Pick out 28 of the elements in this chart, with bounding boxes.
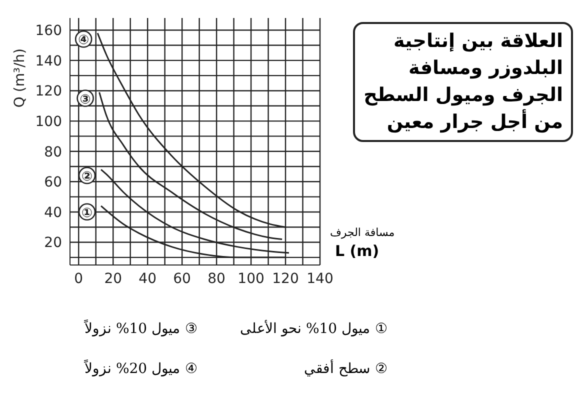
y-tick-label: 60: [44, 174, 62, 191]
text: العلاقة بين إنتاجية البلدوزر ومسافة الجرف وميول السطح من أجل جرار معين: [353, 22, 573, 142]
y-tick-label: 140: [35, 53, 62, 70]
x-tick-label: 80: [208, 270, 226, 287]
y-axis-title: Q (m³/h): [12, 48, 28, 108]
y-tick-label: 160: [35, 23, 62, 40]
text: ① ميول 10% نحو الأعلى: [239, 320, 388, 337]
x-axis-title: L (m): [335, 242, 380, 260]
x-tick-label: 60: [173, 270, 191, 287]
y-tick-label: 20: [44, 235, 62, 252]
x-tick-label: 40: [138, 270, 156, 287]
series-label: ④: [78, 33, 90, 48]
y-tick-label: 120: [35, 84, 62, 100]
text: ② سطح أفقي: [303, 360, 388, 377]
y-tick-label: 80: [44, 144, 62, 160]
x-tick-label: 100: [238, 270, 264, 287]
x-tick-label: 0: [74, 270, 84, 287]
y-tick-label: 40: [44, 204, 62, 221]
series-label: ③: [80, 92, 91, 108]
x-tick-label: 140: [306, 270, 334, 287]
text: مسافة الجرف: [330, 226, 395, 239]
text: ④ ميول 20% نزولاً: [83, 360, 198, 377]
series-label: ②: [82, 170, 93, 185]
series-label: ①: [82, 206, 93, 221]
text: ③ ميول 10% نزولاً: [83, 320, 198, 337]
x-tick-label: 20: [104, 270, 122, 287]
y-tick-label: 100: [35, 114, 62, 130]
x-tick-label: 120: [272, 270, 299, 287]
